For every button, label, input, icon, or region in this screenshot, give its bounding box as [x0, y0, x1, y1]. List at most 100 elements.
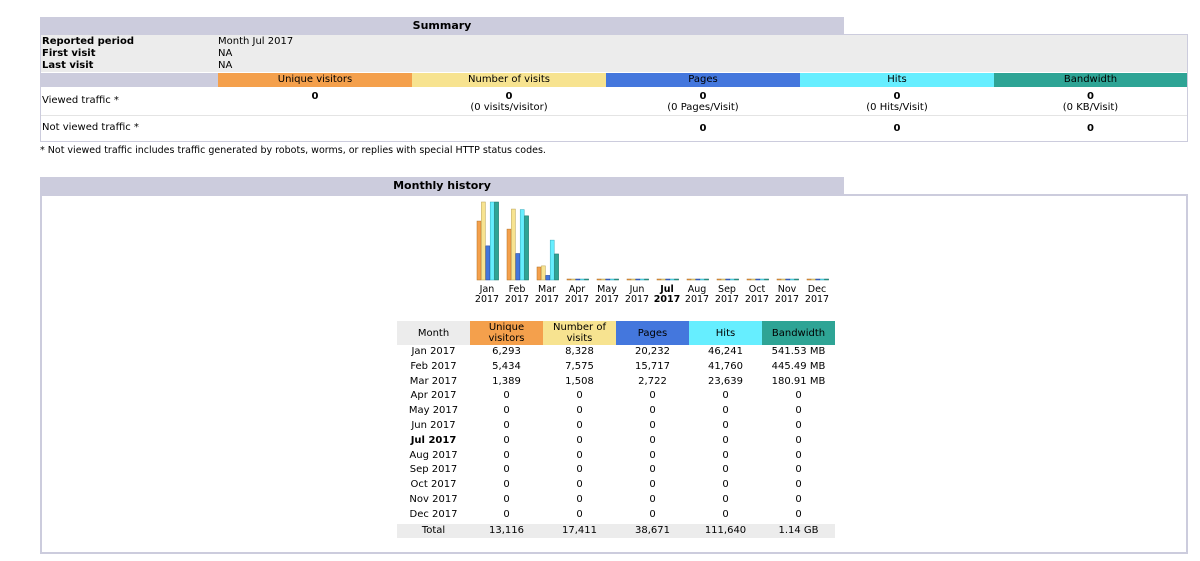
visits-cell: 0: [576, 464, 583, 476]
table-row: Jul 2017 0 0 0 0 0: [397, 434, 835, 449]
month-name: Sep: [718, 284, 736, 295]
bar-nov-unique-visitors: [776, 278, 782, 281]
bar-dec-hits: [819, 278, 825, 281]
month-label-sep: Sep 2017: [712, 285, 742, 305]
bandwidth-cell: 0: [795, 493, 802, 505]
month-name: Jun: [629, 284, 645, 295]
month-year: 2017: [564, 294, 590, 305]
unique-cell: 0: [503, 390, 510, 402]
month-cell: Mar 2017: [409, 375, 458, 387]
col-header-pages: Pages: [606, 73, 800, 87]
table-row: Jan 2017 6,293 8,328 20,232 46,241 541.53 MB: [397, 345, 835, 360]
table-row: Feb 2017 5,434 7,575 15,717 41,760 445.49 MB: [397, 360, 835, 375]
hits-cell: 0: [722, 479, 729, 491]
bar-oct-bandwidth: [764, 278, 769, 281]
bar-aug-unique-visitors: [686, 278, 692, 281]
month-year: 2017: [684, 294, 710, 305]
bar-jul-hits: [669, 278, 675, 281]
viewed-bandwidth-sub: (0 KB/Visit): [1062, 102, 1119, 113]
info-label: Reported period: [42, 36, 134, 47]
total-unique-cell: 13,116: [470, 522, 543, 539]
bar-apr-number-of-visits: [571, 278, 576, 281]
month-cell: May 2017: [408, 405, 459, 417]
month-label-oct: Oct 2017: [742, 285, 772, 305]
viewed-pages-sub: (0 Pages/Visit): [667, 102, 739, 113]
info-label: First visit: [42, 48, 96, 59]
month-name: Dec: [807, 284, 827, 295]
info-value: Month Jul 2017: [218, 36, 294, 47]
col-header-hits: Hits: [689, 321, 762, 345]
bar-dec-pages: [815, 278, 821, 281]
not-viewed-bandwidth-value: 0: [1087, 123, 1094, 134]
month-cell: Sep 2017: [409, 464, 458, 476]
table-body: Jan 2017 6,293 8,328 20,232 46,241 541.53 MB F…: [397, 345, 835, 539]
month-label-jul: Jul 2017: [652, 285, 682, 305]
bar-sep-number-of-visits: [721, 278, 726, 281]
bar-aug-hits: [699, 278, 705, 281]
bandwidth-cell: 0: [795, 405, 802, 417]
hits-cell: 0: [722, 449, 729, 461]
unique-cell: 0: [503, 493, 510, 505]
table-row: Mar 2017 1,389 1,508 2,722 23,639 180.91 MB: [397, 375, 835, 390]
bar-feb-bandwidth: [524, 215, 529, 281]
month-year: 2017: [714, 294, 740, 305]
viewed-visits-sub: (0 visits/visitor): [470, 102, 548, 113]
viewed-unique-value: 0: [311, 91, 319, 102]
viewed-pages-cell: 0 (0 Pages/Visit): [606, 91, 800, 113]
total-hits-cell: 111,640: [689, 522, 762, 539]
visits-cell: 1,508: [565, 375, 594, 387]
viewed-visits-cell: 0 (0 visits/visitor): [412, 91, 606, 113]
bar-jan-pages: [485, 245, 491, 281]
bar-oct-number-of-visits: [751, 278, 756, 281]
month-label-feb: Feb 2017: [502, 285, 532, 305]
info-value: NA: [218, 60, 233, 71]
month-cell: Aug 2017: [409, 449, 458, 461]
bar-jan-hits: [489, 201, 495, 281]
month-cell: Jun 2017: [411, 419, 456, 431]
col-header-hits: Hits: [800, 73, 994, 87]
hits-cell: 0: [722, 434, 729, 446]
hits-cell: 0: [722, 405, 729, 417]
table-row: Dec 2017 0 0 0 0 0: [397, 508, 835, 523]
bar-oct-unique-visitors: [746, 278, 752, 281]
viewed-hits-sub: (0 Hits/Visit): [866, 102, 928, 113]
month-name: Jan: [479, 284, 495, 295]
month-name: Jul: [660, 284, 674, 295]
hits-cell: 0: [722, 493, 729, 505]
month-cell: Feb 2017: [410, 360, 457, 372]
visits-cell: 0: [576, 493, 583, 505]
summary-footnote: * Not viewed traffic includes traffic ge…: [40, 145, 546, 156]
month-cell: Nov 2017: [409, 493, 458, 505]
hits-cell: 0: [722, 464, 729, 476]
bar-aug-number-of-visits: [691, 278, 696, 281]
pages-cell: 0: [649, 508, 656, 520]
bar-jun-hits: [639, 278, 645, 281]
unique-cell: 0: [503, 405, 510, 417]
monthly-history-chart: [476, 201, 829, 281]
col-header-pages: Pages: [616, 321, 689, 345]
summary-panel: Reported period Month Jul 2017 First vis…: [40, 34, 1188, 142]
pages-cell: 20,232: [635, 346, 670, 357]
table-row: Aug 2017 0 0 0 0 0: [397, 449, 835, 464]
history-panel: Jan 2017 Feb 2017 Mar 2017 Apr 2017 May 2017 Jun 20…: [40, 194, 1188, 554]
month-year: 2017: [774, 294, 800, 305]
table-row: Oct 2017 0 0 0 0 0: [397, 478, 835, 493]
pages-cell: 0: [649, 434, 656, 446]
bar-may-unique-visitors: [596, 278, 602, 281]
month-year: 2017: [653, 294, 681, 305]
unique-cell: 0: [503, 419, 510, 431]
bandwidth-cell: 0: [795, 508, 802, 520]
bandwidth-cell: 0: [795, 434, 802, 446]
month-year: 2017: [744, 294, 770, 305]
bar-oct-hits: [759, 278, 765, 281]
total-label-cell: Total: [397, 522, 470, 539]
total-visits-cell: 17,411: [543, 522, 616, 539]
bar-feb-hits: [519, 209, 525, 281]
viewed-bandwidth-cell: 0 (0 KB/Visit): [994, 91, 1187, 113]
pages-cell: 0: [649, 464, 656, 476]
col-header-unique-visitors: Unique visitors: [218, 73, 412, 87]
col-header-unique-visitors: Unique visitors: [470, 321, 543, 345]
month-name: Apr: [568, 284, 586, 295]
pages-cell: 0: [649, 405, 656, 417]
hits-cell: 0: [722, 508, 729, 520]
